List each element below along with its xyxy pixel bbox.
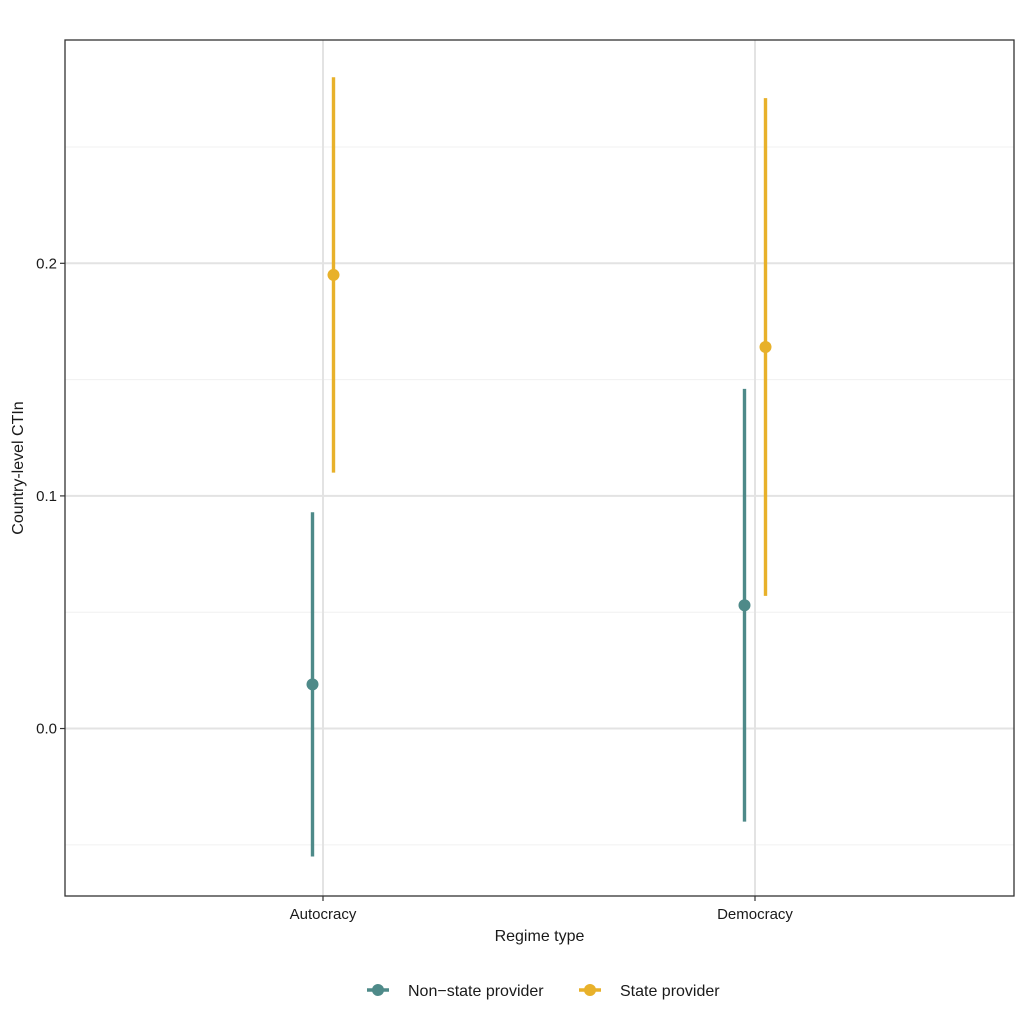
plot-panel-border xyxy=(64,39,1015,897)
legend-key-point xyxy=(584,984,596,996)
legend: Non−state provider State provider xyxy=(367,983,720,1000)
y-tick-label: 0.0 xyxy=(36,721,57,738)
legend-key-point xyxy=(372,984,384,996)
point-estimate xyxy=(759,341,772,354)
y-tick-label: 0.2 xyxy=(36,255,57,272)
minor-gridlines xyxy=(65,146,1014,846)
legend-label: Non−state provider xyxy=(408,983,544,1000)
legend-label: State provider xyxy=(620,983,720,1000)
y-axis-title: Country-level CTIn xyxy=(10,401,27,534)
point-estimate xyxy=(306,678,319,691)
y-tick-label: 0.1 xyxy=(36,488,57,505)
point-estimate xyxy=(738,599,751,612)
data-marks xyxy=(306,77,772,857)
major-gridlines xyxy=(65,40,1014,896)
x-tick-label: Democracy xyxy=(717,906,793,923)
x-tick-label: Autocracy xyxy=(290,906,357,923)
axis-ticks: 0.0 0.1 0.2 Autocracy Democracy xyxy=(36,255,793,923)
point-estimate xyxy=(327,268,340,281)
x-axis-title: Regime type xyxy=(495,928,585,945)
